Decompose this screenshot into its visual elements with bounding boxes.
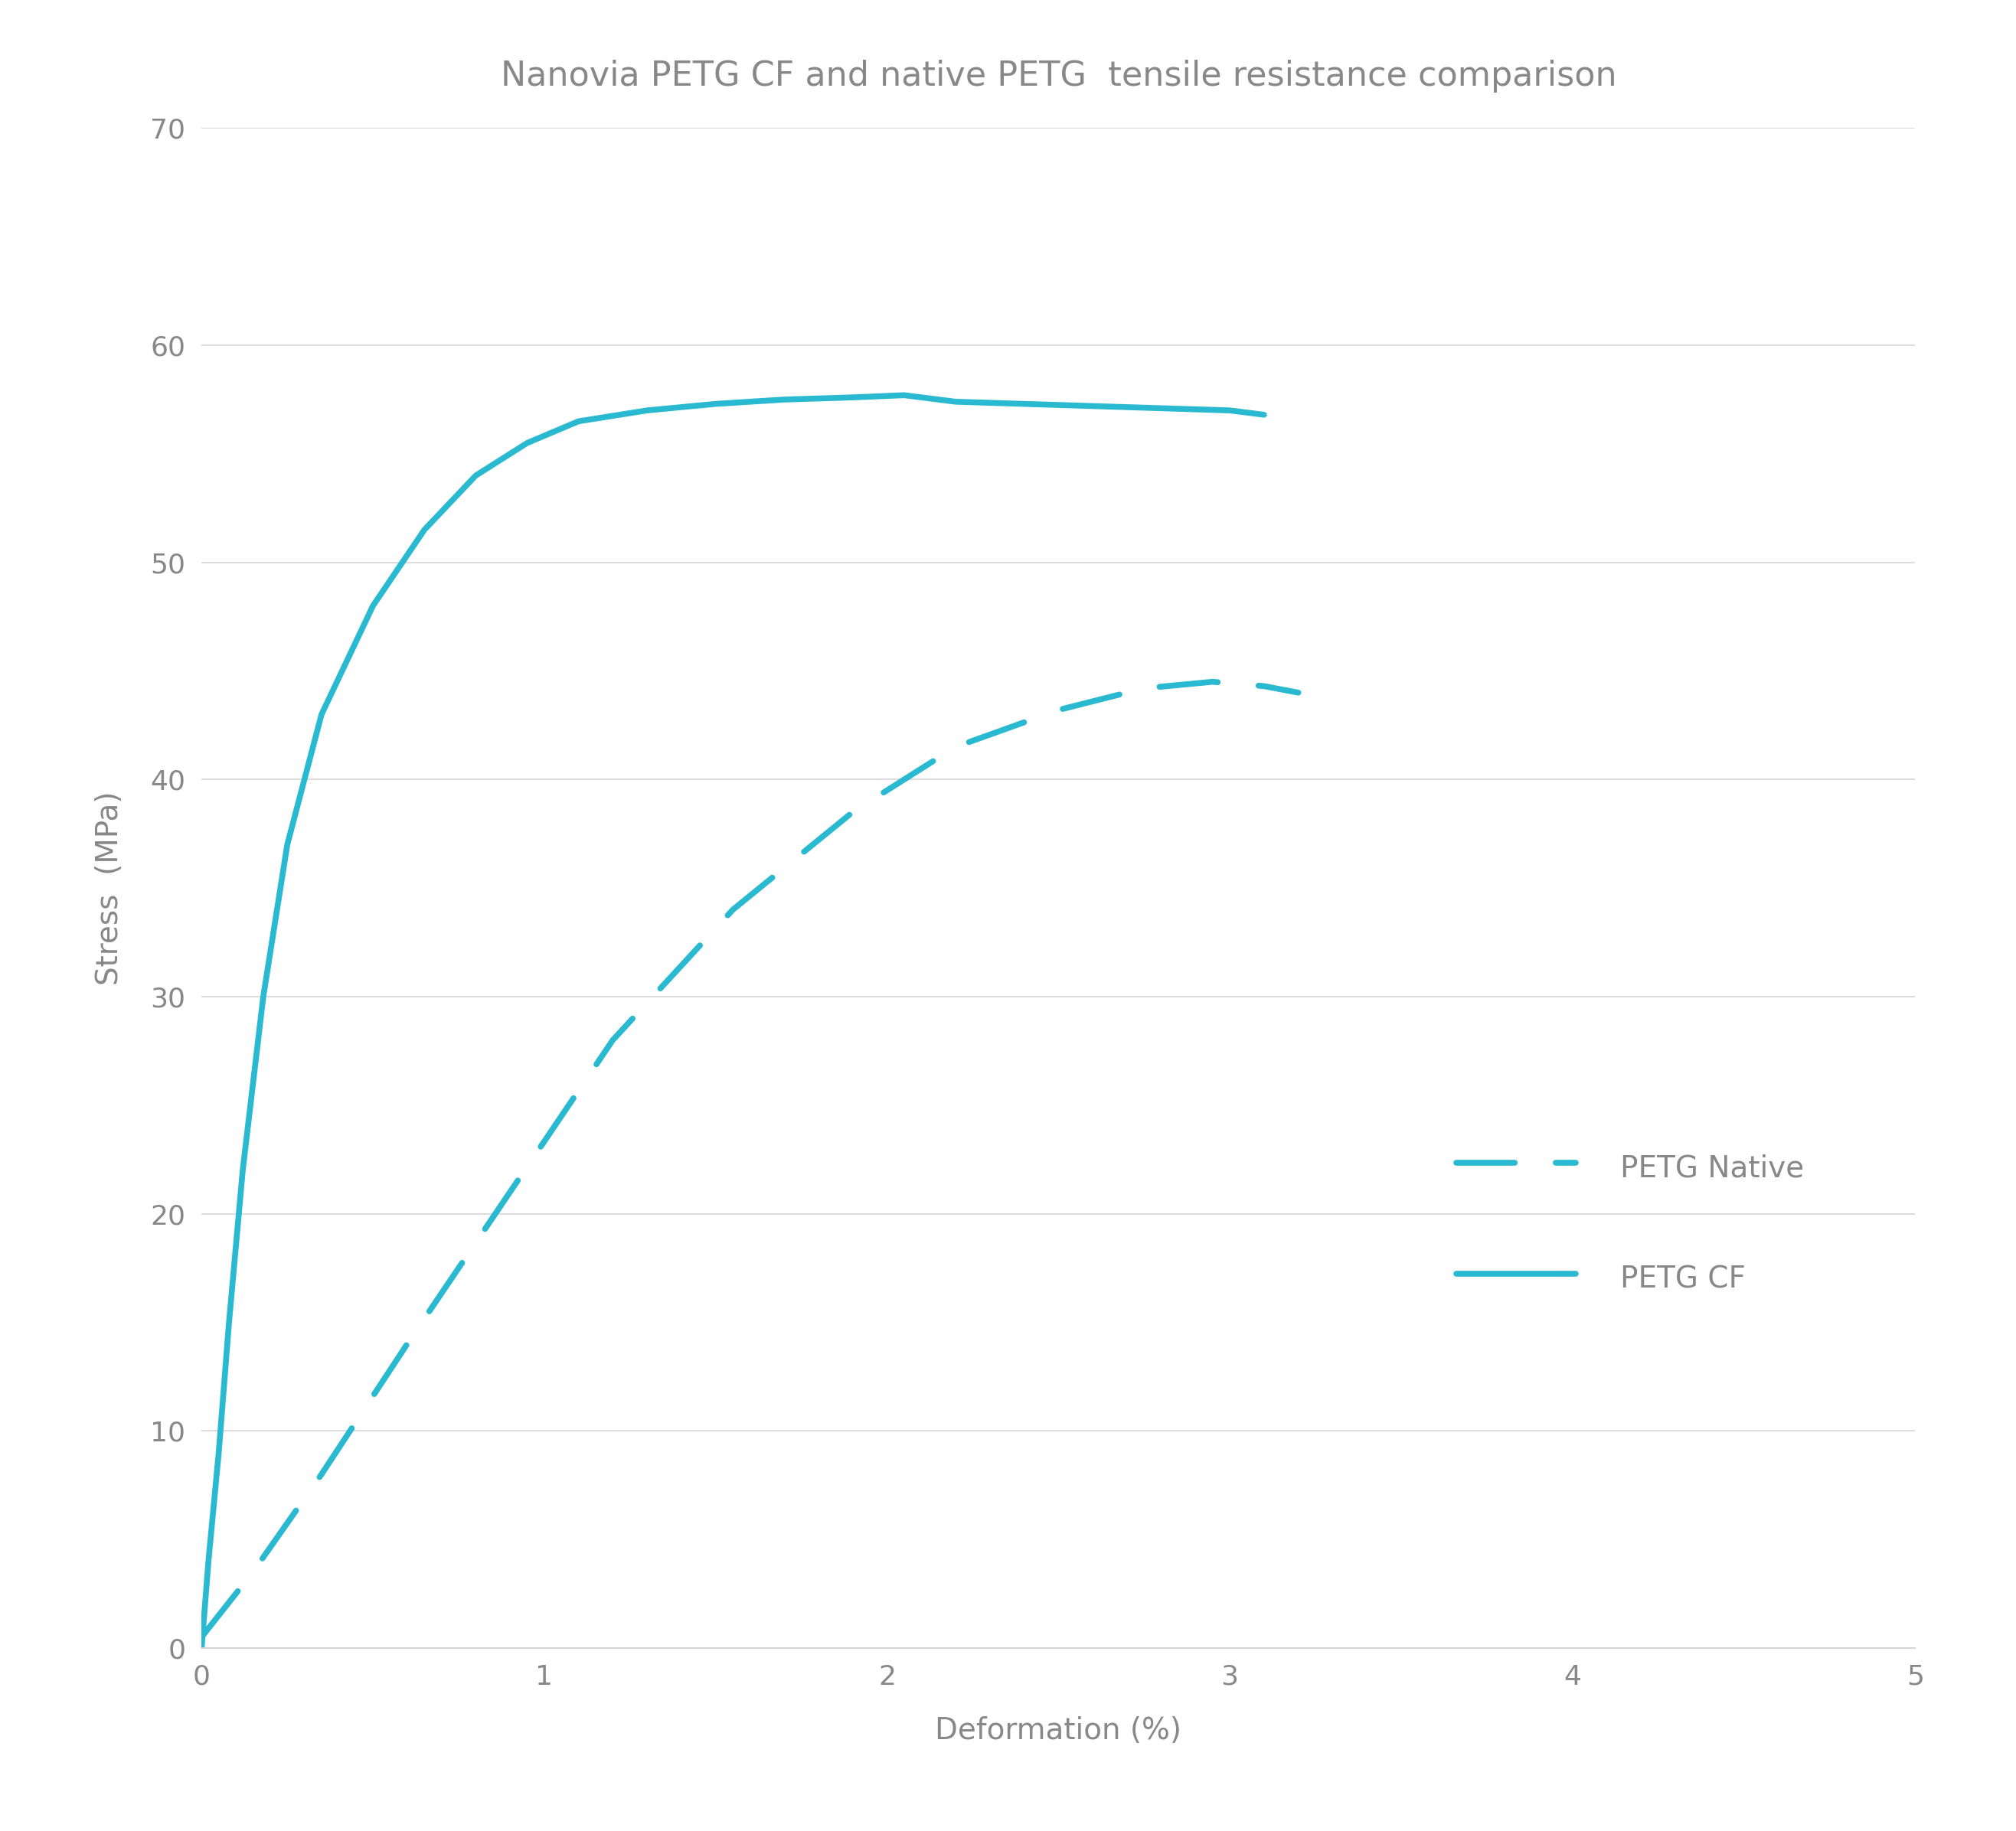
PETG Native	[190, 1626, 214, 1648]
PETG Native	[943, 736, 968, 758]
Line: PETG CF: PETG CF	[202, 395, 1264, 1648]
PETG CF	[230, 1159, 254, 1181]
PETG CF	[206, 1441, 230, 1463]
PETG CF	[1012, 394, 1036, 416]
PETG CF	[1252, 405, 1276, 427]
Line: PETG Native: PETG Native	[202, 681, 1298, 1637]
PETG CF	[252, 985, 276, 1007]
PETG Native	[601, 1029, 625, 1051]
PETG CF	[411, 518, 435, 540]
PETG CF	[841, 386, 865, 408]
PETG CF	[361, 595, 385, 617]
PETG Native	[498, 1181, 522, 1203]
PETG CF	[943, 390, 968, 412]
PETG CF	[218, 1311, 242, 1333]
PETG Native	[720, 899, 744, 921]
PETG CF	[635, 399, 659, 421]
PETG CF	[1218, 399, 1242, 421]
PETG Native	[1252, 676, 1276, 698]
Title: Nanovia PETG CF and native PETG  tensile resistance comparison: Nanovia PETG CF and native PETG tensile …	[500, 60, 1617, 93]
PETG CF	[891, 385, 915, 406]
PETG Native	[1286, 681, 1310, 703]
PETG CF	[464, 465, 488, 487]
PETG CF	[514, 432, 538, 454]
PETG CF	[704, 394, 728, 416]
Y-axis label: Stress  (MPa): Stress (MPa)	[95, 791, 123, 985]
Legend: PETG Native, PETG CF: PETG Native, PETG CF	[1411, 1104, 1849, 1340]
PETG CF	[190, 1637, 214, 1659]
PETG Native	[242, 1560, 266, 1582]
PETG Native	[1200, 670, 1224, 692]
PETG CF	[1149, 397, 1173, 419]
PETG CF	[196, 1551, 220, 1573]
PETG Native	[395, 1333, 419, 1355]
PETG CF	[308, 703, 333, 725]
PETG Native	[841, 802, 865, 824]
PETG Native	[1131, 677, 1155, 699]
PETG CF	[274, 833, 298, 855]
X-axis label: Deformation (%): Deformation (%)	[935, 1716, 1181, 1745]
PETG CF	[772, 388, 796, 410]
PETG Native	[308, 1463, 333, 1485]
PETG CF	[566, 410, 591, 432]
PETG CF	[1081, 395, 1105, 417]
PETG Native	[1046, 699, 1070, 721]
